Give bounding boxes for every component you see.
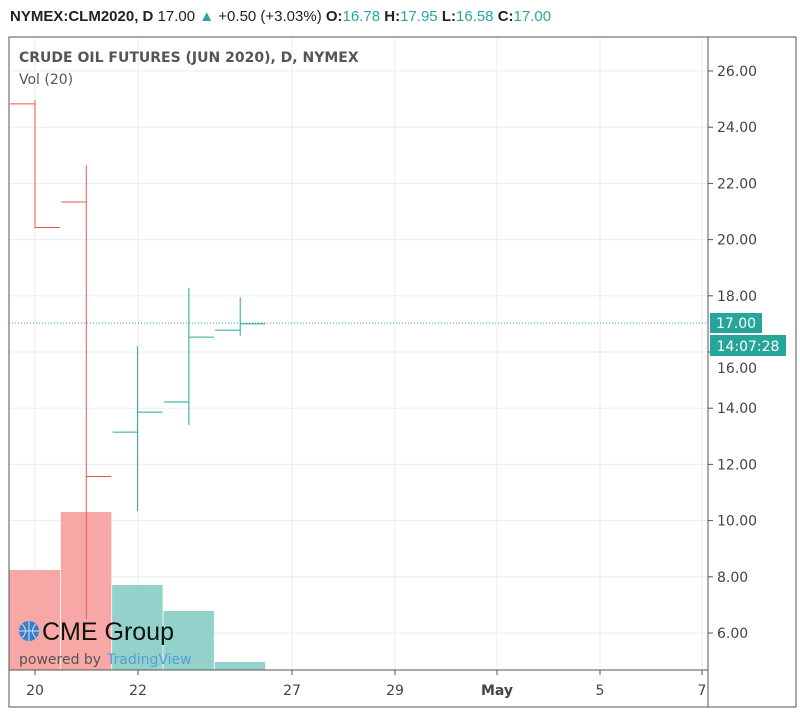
ohlc-bar (163, 287, 214, 426)
x-tick-label: May (481, 683, 513, 699)
open-value: 16.78 (342, 8, 381, 25)
y-tick-label: 26.00 (717, 64, 757, 80)
y-tick-label: 10.00 (717, 514, 757, 530)
cme-logo: CME Group powered by TradingView (19, 618, 192, 668)
ohlc-bar (61, 165, 112, 619)
symbol: NYMEX:CLM2020, D (10, 8, 154, 25)
chart-title: CRUDE OIL FUTURES (JUN 2020), D, NYMEX (19, 50, 359, 66)
y-tick-label: 24.00 (717, 120, 757, 136)
up-arrow-icon: ▲ (199, 8, 215, 25)
y-tick-label: 8.00 (717, 570, 748, 586)
y-tick-label: 16.00 (717, 361, 757, 377)
ohlc-bar (112, 346, 163, 512)
y-tick-label: 22.00 (717, 176, 757, 192)
volume-bar (9, 570, 60, 670)
volume-bar (112, 585, 163, 670)
high-value: 17.95 (400, 8, 438, 25)
low-label: L: (441, 8, 456, 25)
chart-frame (8, 36, 797, 708)
tradingview-link[interactable]: TradingView (106, 652, 192, 668)
volume-bar (163, 611, 214, 670)
close-label: C: (497, 8, 514, 25)
y-tick-label: 14.00 (717, 401, 757, 417)
powered-by: powered by (19, 652, 101, 668)
open-label: O: (325, 8, 343, 25)
ohlc-bar (10, 99, 60, 229)
low-value: 16.58 (455, 8, 494, 25)
y-tick-label: 20.00 (717, 233, 757, 249)
y-tick-label: 6.00 (717, 626, 748, 642)
volume-legend: Vol (20) (19, 72, 73, 88)
last-price-badge-text: 17.00 (716, 316, 756, 332)
y-tick-label: 18.00 (717, 289, 757, 305)
y-tick-label: 12.00 (717, 457, 757, 473)
last-price: 17.00 (157, 8, 196, 25)
x-tick-label: 20 (26, 683, 44, 699)
x-tick-label: 5 (596, 683, 605, 699)
x-tick-label: 29 (386, 683, 404, 699)
ohlc-bar (215, 297, 266, 336)
symbol-header: NYMEX:CLM2020, D 17.00 ▲ +0.50 (+3.03%) … (10, 8, 551, 25)
cme-brand: CME Group (42, 618, 174, 646)
volume-bar (214, 662, 266, 670)
x-tick-label: 22 (129, 683, 147, 699)
last-price-badge (710, 313, 762, 333)
countdown-badge (710, 335, 786, 356)
countdown-text: 14:07:28 (717, 339, 780, 355)
high-label: H: (384, 8, 401, 25)
change: +0.50 (+3.03%) (218, 8, 322, 25)
close-value: 17.00 (513, 8, 552, 25)
x-tick-label: 7 (698, 683, 707, 699)
x-tick-label: 27 (283, 683, 301, 699)
